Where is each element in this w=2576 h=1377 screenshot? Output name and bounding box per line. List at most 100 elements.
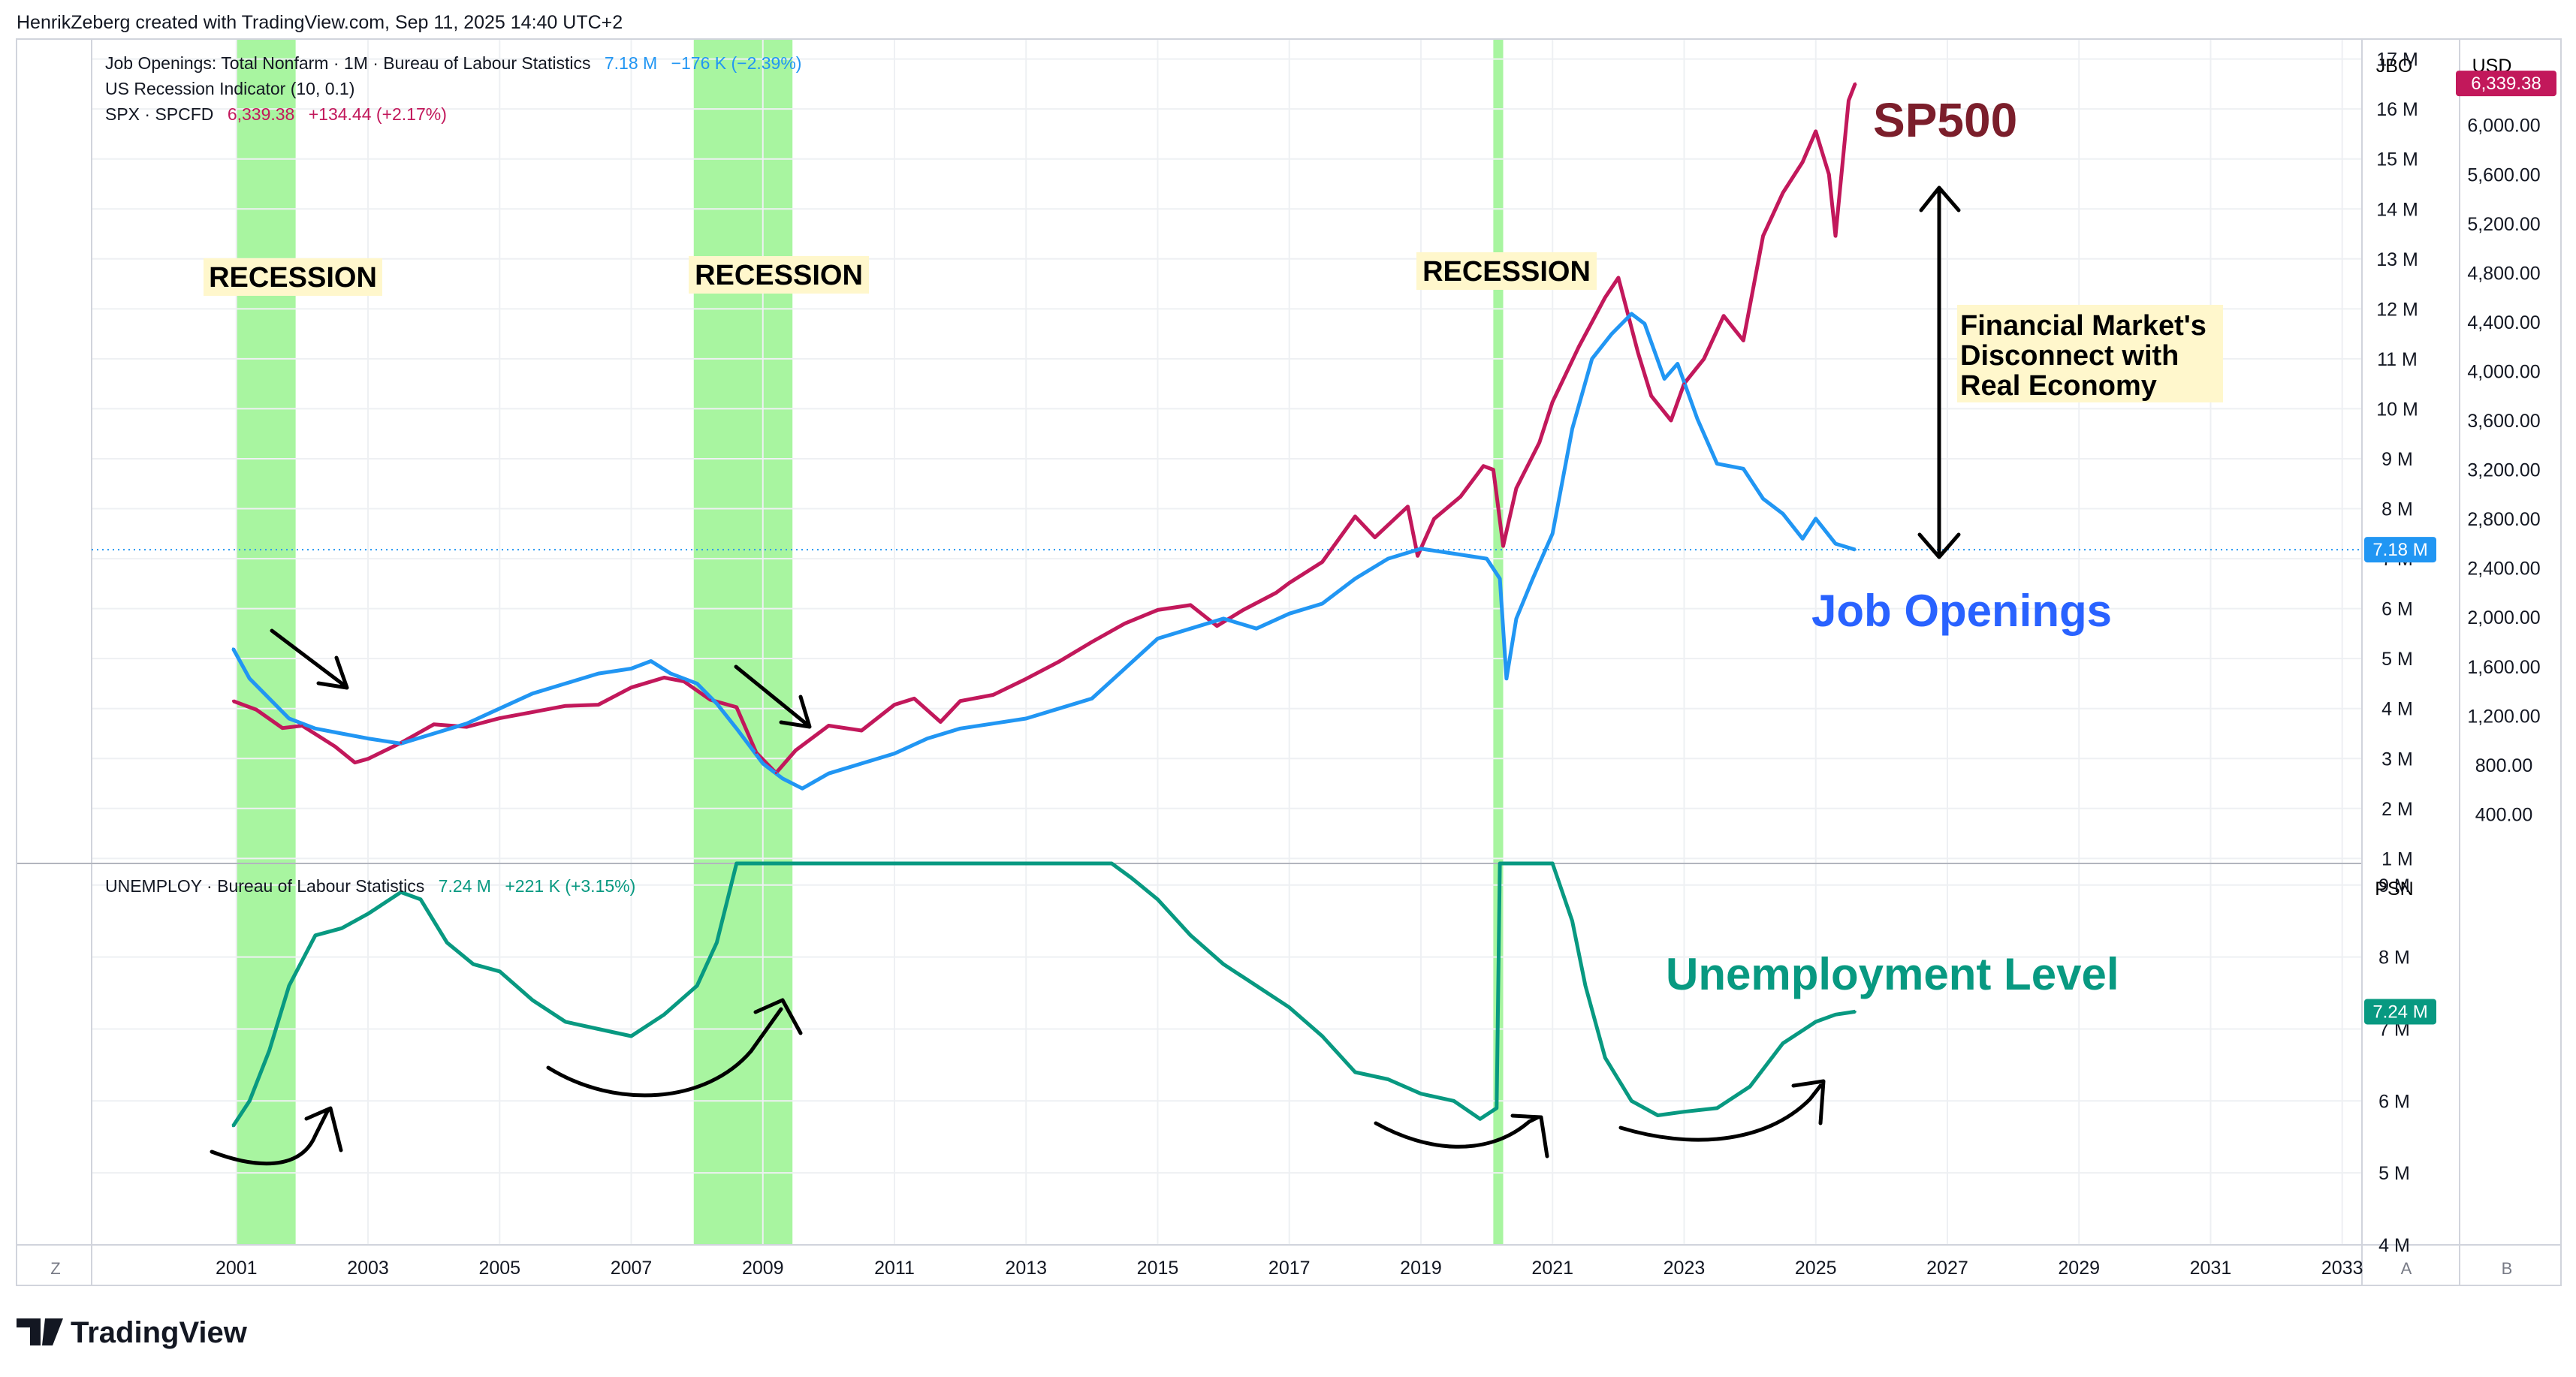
unemp-point bbox=[1156, 898, 1159, 901]
usd-tick-label: 6,000.00 bbox=[2467, 116, 2540, 137]
jbo-tick-label: 8 M bbox=[2381, 499, 2413, 520]
unemp-point bbox=[445, 941, 448, 944]
attribution-text: HenrikZeberg created with TradingView.co… bbox=[17, 12, 623, 33]
b-button[interactable]: B bbox=[2502, 1259, 2513, 1278]
unemp-point bbox=[498, 970, 501, 973]
jbo-point bbox=[991, 722, 994, 725]
spx-point bbox=[1502, 544, 1505, 547]
spx-point bbox=[795, 749, 798, 752]
usd-tick-label: 2,400.00 bbox=[2467, 559, 2540, 580]
jbo-scale-header[interactable]: JBO bbox=[2376, 56, 2413, 77]
spx-point bbox=[1090, 640, 1093, 643]
spx-point bbox=[1538, 441, 1541, 444]
unemp-point bbox=[231, 1125, 234, 1128]
psn-scale-header[interactable]: PSN bbox=[2375, 878, 2413, 899]
jbo-tick-label: 5 M bbox=[2381, 649, 2413, 670]
jbo-tick-label: 12 M bbox=[2376, 299, 2418, 320]
hand-drawn-arrows bbox=[210, 185, 1961, 1166]
legend-job-openings-value: 7.18 M bbox=[605, 53, 657, 73]
series-point-marks bbox=[231, 82, 1857, 1128]
spx-point bbox=[683, 679, 686, 682]
svg-text:RECESSION: RECESSION bbox=[695, 260, 863, 291]
spx-point bbox=[1834, 234, 1837, 237]
double-arrow-disconnect bbox=[1917, 185, 1961, 559]
unemp-point bbox=[1498, 862, 1501, 865]
usd-tick-label: 5,200.00 bbox=[2467, 214, 2540, 235]
jbo-tick-label: 4 M bbox=[2381, 699, 2413, 720]
jbo-tick-label: 9 M bbox=[2381, 449, 2413, 470]
spx-point bbox=[1670, 419, 1673, 422]
spx-point bbox=[353, 761, 356, 764]
annotation-recession-1: RECESSION bbox=[204, 258, 382, 296]
z-button[interactable] bbox=[44, 1255, 68, 1279]
sp500-title: SP500 bbox=[1873, 93, 2017, 147]
unemp-point bbox=[662, 1013, 665, 1016]
jbo-point bbox=[1189, 627, 1192, 630]
spx-point bbox=[1781, 191, 1784, 194]
arrow-down-2008 bbox=[734, 664, 812, 729]
spx-point bbox=[531, 710, 534, 713]
spx-point bbox=[1827, 173, 1830, 176]
unemp-point bbox=[1656, 1113, 1659, 1116]
recession-band-2 bbox=[693, 39, 793, 1245]
spx-point bbox=[1722, 315, 1725, 318]
jbo-price-badge: 7.18 M bbox=[2364, 537, 2436, 563]
usd-scale-ticks[interactable]: 6,000.00 5,600.00 5,200.00 4,800.00 4,400.00… bbox=[2467, 116, 2540, 826]
unemp-point bbox=[1495, 1107, 1498, 1110]
jbo-tick-label: 16 M bbox=[2376, 99, 2418, 120]
jbo-point bbox=[695, 682, 698, 685]
jbo-point bbox=[1742, 467, 1745, 470]
jbo-point bbox=[597, 672, 600, 675]
spx-point bbox=[709, 698, 712, 701]
usd-tick-label: 4,800.00 bbox=[2467, 263, 2540, 284]
usd-tick-label: 3,200.00 bbox=[2467, 460, 2540, 481]
unemp-point bbox=[1255, 984, 1258, 987]
unemp-point bbox=[1189, 934, 1192, 937]
time-axis-ticks[interactable]: 2001 2003 2005 2007 2009 2011 2013 2015 2017 2019… bbox=[216, 1258, 2363, 1279]
jbo-point bbox=[1762, 497, 1765, 500]
jbo-tick-label: 14 M bbox=[2376, 199, 2418, 220]
time-tick-label: 2019 bbox=[1400, 1258, 1442, 1279]
jbo-point bbox=[1630, 312, 1633, 315]
jbo-tick-label: 1 M bbox=[2381, 848, 2413, 869]
jbo-point bbox=[1643, 322, 1646, 325]
jbo-point bbox=[340, 732, 343, 735]
legend-unemploy-change: +221 K (+3.15%) bbox=[505, 876, 635, 896]
jbo-point bbox=[1801, 537, 1804, 540]
jbo-scale-ticks[interactable]: 17 M16 M15 M14 M13 M12 M11 M10 M9 M8 M7 … bbox=[2376, 50, 2418, 870]
jbo-point bbox=[1505, 677, 1508, 680]
spx-series-line bbox=[232, 83, 1857, 775]
spx-price-badge-text: 6,339.38 bbox=[2471, 74, 2541, 94]
jbo-price-badge-text: 7.18 M bbox=[2372, 540, 2427, 560]
time-tick-label: 2013 bbox=[1005, 1258, 1047, 1279]
jbo-tick-label: 17 M bbox=[2376, 50, 2418, 71]
spx-point bbox=[1762, 234, 1765, 237]
jbo-point bbox=[465, 722, 468, 725]
chart-outer-border bbox=[16, 38, 2562, 1286]
jbo-point bbox=[1498, 577, 1501, 580]
spx-point bbox=[1241, 608, 1244, 611]
time-tick-label: 2023 bbox=[1664, 1258, 1706, 1279]
tradingview-logo[interactable]: TradingView bbox=[17, 1316, 248, 1349]
jbo-point bbox=[366, 737, 370, 740]
spx-point bbox=[1551, 400, 1554, 403]
jbo-point bbox=[1321, 602, 1324, 605]
annotation-disconnect: Financial Market's Disconnect with Real … bbox=[1957, 305, 2223, 402]
disconnect-line-3: Real Economy bbox=[1960, 370, 2157, 402]
jbo-point bbox=[650, 659, 653, 662]
spx-point bbox=[1854, 82, 1857, 85]
jbo-tick-label: 3 M bbox=[2381, 749, 2413, 770]
spx-point bbox=[433, 723, 436, 726]
jbo-point bbox=[860, 762, 863, 765]
z-button-label[interactable]: Z bbox=[50, 1259, 60, 1278]
unemp-point bbox=[1630, 1099, 1633, 1102]
jbo-point bbox=[1353, 577, 1356, 580]
unemp-point bbox=[1288, 1006, 1291, 1009]
usd-tick-label: 5,600.00 bbox=[2467, 164, 2540, 185]
legend-job-openings-change: −176 K (−2.39%) bbox=[671, 53, 802, 73]
curve-arrow-2023 bbox=[1618, 1079, 1826, 1142]
spx-point bbox=[1459, 496, 1462, 499]
jbo-point bbox=[630, 667, 633, 670]
a-button[interactable]: A bbox=[2401, 1259, 2412, 1278]
